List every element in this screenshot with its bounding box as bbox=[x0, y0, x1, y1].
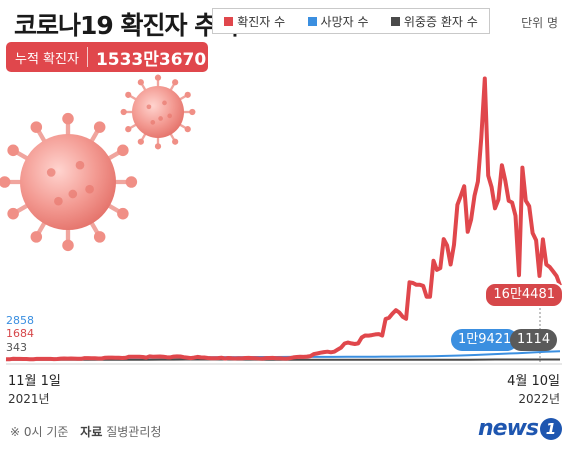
virus-spike-tip bbox=[172, 79, 179, 86]
virus-spike-tip bbox=[30, 121, 43, 133]
virus-spike-tip bbox=[117, 207, 129, 220]
virus-spike-tip bbox=[30, 231, 43, 243]
legend-swatch-gray bbox=[390, 16, 400, 26]
cumulative-badge: 누적 확진자 1533만3670 bbox=[6, 42, 208, 72]
virus-dot bbox=[162, 100, 167, 106]
virus-spike-tip bbox=[62, 112, 74, 125]
legend-swatch-blue bbox=[307, 16, 317, 26]
legend-label-deaths: 사망자 수 bbox=[320, 14, 369, 29]
x-label-start-year: 2021년 bbox=[8, 392, 50, 406]
unit-label: 단위 명 bbox=[521, 16, 558, 30]
footer: ※ 0시 기준 자료 질병관리청 bbox=[10, 423, 161, 440]
virus-dot bbox=[158, 116, 163, 121]
virus-spike-tip bbox=[93, 121, 106, 133]
logo-mark: 1 bbox=[540, 417, 562, 440]
page-title: 코로나19 확진자 추이 bbox=[14, 11, 239, 40]
virus-spike-tip bbox=[125, 91, 132, 98]
cumulative-divider bbox=[86, 47, 88, 67]
footer-source-label: 자료 bbox=[80, 425, 103, 439]
virus-dot bbox=[167, 113, 173, 119]
virus-spike-tip bbox=[93, 231, 106, 243]
virus-illustration-small-icon bbox=[120, 74, 196, 150]
virus-spike-tip bbox=[7, 144, 19, 157]
x-label-end-date: 4월 10일 bbox=[507, 374, 560, 389]
legend-item-severe: 위중증 환자 수 bbox=[390, 13, 478, 30]
legend-item-deaths: 사망자 수 bbox=[307, 13, 369, 30]
y-label-severe-start: 343 bbox=[6, 341, 27, 354]
virus-illustration-icon bbox=[0, 112, 138, 252]
virus-spike-tip bbox=[189, 108, 196, 116]
y-label-deaths-start: 2858 bbox=[6, 314, 34, 327]
virus-body bbox=[132, 86, 184, 138]
legend-item-confirmed: 확진자 수 bbox=[224, 13, 285, 30]
news1-logo: news 1 bbox=[478, 416, 562, 441]
virus-dot bbox=[146, 104, 152, 110]
end-label-confirmed: 16만4481 bbox=[484, 282, 564, 308]
legend: 확진자 수 사망자 수 위중증 환자 수 bbox=[212, 8, 490, 34]
virus-spike-tip bbox=[117, 144, 129, 157]
virus-spike-tip bbox=[154, 74, 162, 81]
logo-text: news bbox=[477, 416, 539, 441]
cumulative-label: 누적 확진자 bbox=[15, 51, 79, 67]
virus-dot bbox=[85, 184, 94, 194]
cumulative-value: 1533만3670 bbox=[95, 49, 207, 70]
virus-spike-tip bbox=[125, 176, 138, 188]
virus-spike-tip bbox=[0, 176, 11, 188]
legend-label-severe: 위중증 환자 수 bbox=[403, 14, 478, 29]
footer-source: 질병관리청 bbox=[106, 425, 162, 439]
legend-label-confirmed: 확진자 수 bbox=[237, 14, 286, 29]
virus-spike-tip bbox=[137, 138, 144, 145]
virus-spike-tip bbox=[120, 108, 127, 116]
virus-spike-tip bbox=[184, 126, 191, 133]
virus-dot bbox=[54, 196, 63, 206]
virus-spike-tip bbox=[172, 138, 179, 145]
virus-spike-tip bbox=[7, 207, 19, 220]
virus-spike-tip bbox=[154, 143, 162, 150]
virus-spike-tip bbox=[125, 126, 132, 133]
virus-spike-tip bbox=[184, 91, 191, 98]
virus-dot bbox=[46, 168, 56, 177]
series-line-confirmed bbox=[5, 76, 562, 362]
virus-dot bbox=[75, 160, 85, 170]
virus-body bbox=[20, 134, 116, 230]
virus-spike-tip bbox=[62, 239, 74, 252]
virus-dot bbox=[150, 120, 156, 125]
x-label-start-date: 11월 1일 bbox=[8, 374, 61, 389]
end-label-severe: 1114 bbox=[510, 329, 558, 351]
x-label-end-year: 2022년 bbox=[518, 392, 560, 406]
legend-swatch-red bbox=[224, 16, 234, 26]
end-label-deaths: 1만9421 bbox=[451, 329, 519, 351]
virus-dot bbox=[68, 189, 78, 199]
footer-note: ※ 0시 기준 bbox=[10, 425, 69, 439]
virus-spike-tip bbox=[137, 79, 144, 86]
y-label-confirmed-start: 1684 bbox=[6, 327, 34, 340]
